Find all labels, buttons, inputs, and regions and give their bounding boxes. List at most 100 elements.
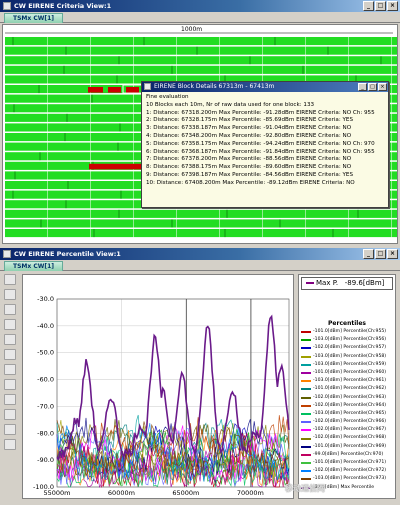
legend-item[interactable]: -103.0[dBm] Percentile(Ch:973): [301, 475, 394, 483]
maximize-button[interactable]: □: [375, 249, 386, 259]
y-tick-label: -50.0: [37, 349, 54, 357]
popup-line: 2: Distance: 67328.175m Max Percentile: …: [146, 117, 354, 124]
legend-item[interactable]: -102.0[dBm] Percentile(Ch:957): [301, 344, 394, 352]
popup-close-button[interactable]: ×: [378, 83, 387, 91]
legend-item-label: -101.0[dBm] Percentile(Ch:960): [313, 369, 387, 375]
percentile-series: [56, 415, 290, 474]
pointer-icon[interactable]: [4, 274, 16, 285]
minimize-button[interactable]: _: [363, 249, 374, 259]
hand-icon[interactable]: [4, 349, 16, 360]
legend-item[interactable]: -103.0[dBm] Percentile(Ch:958): [301, 353, 394, 361]
block-details-popup: EIRENE Block Details 67313m - 67413m _ □…: [141, 81, 389, 208]
legend-swatch: [301, 470, 311, 473]
criteria-tab-row: TSMx CW[1]: [0, 12, 400, 23]
legend-swatch: [301, 445, 311, 448]
legend-item-label: -101.0[dBm] Percentile(Ch:962): [313, 386, 387, 392]
legend-item[interactable]: -102.0[dBm] Percentile(Ch:972): [301, 467, 394, 475]
percentile-plot[interactable]: -30.0 -40.0 -50.0 -60.0 -70.0 -80.0 -90.0 -100.…: [22, 274, 294, 499]
popup-line: 4: Distance: 67348.200m Max Percentile: …: [146, 132, 352, 139]
refresh-icon[interactable]: [4, 334, 16, 345]
legend-swatch: [301, 380, 311, 383]
close-button[interactable]: ×: [387, 249, 398, 259]
legend-item[interactable]: -101.0[dBm] Percentile(Ch:969): [301, 443, 394, 451]
legend-item[interactable]: -99.0[dBm] Percentile(Ch:970): [301, 451, 394, 459]
legend-item[interactable]: -102.0[dBm] Percentile(Ch:963): [301, 394, 394, 402]
percentile-view-titlebar[interactable]: CW EIRENE Percentile View:1 _ □ ×: [0, 248, 400, 260]
grid-icon[interactable]: [4, 409, 16, 420]
legend-item-label: -102.0[dBm] Percentile(Ch:964): [313, 402, 387, 408]
legend-swatch: [301, 347, 311, 350]
criteria-row: [5, 65, 397, 74]
x-tick-label: 70000m: [237, 489, 264, 497]
popup-minimize-button[interactable]: _: [358, 83, 367, 91]
legend-item[interactable]: -102.0[dBm] Percentile(Ch:968): [301, 434, 394, 442]
legend-swatch: [301, 404, 311, 407]
print-icon[interactable]: [4, 439, 16, 450]
popup-maximize-button[interactable]: □: [368, 83, 377, 91]
legend-item[interactable]: -89.6[dBm] Max Percentile: [301, 484, 394, 492]
percentile-tab-row: TSMx CW[1]: [0, 260, 400, 271]
legend-item-label: -99.0[dBm] Percentile(Ch:970): [313, 451, 384, 457]
legend-swatch: [301, 437, 311, 440]
max-percentile-swatch: [306, 282, 314, 284]
legend-swatch: [301, 396, 311, 399]
popup-line: 10: Distance: 67408.200m Max Percentile:…: [146, 179, 355, 186]
plot-toolbar: [2, 274, 20, 502]
magnify-minus-icon[interactable]: [4, 379, 16, 390]
popup-line: 10 Blocks each 10m, Nr of raw data used …: [146, 101, 315, 108]
criteria-row: [5, 209, 397, 218]
legend-swatch: [301, 339, 311, 342]
criteria-fail-segment: [89, 163, 144, 170]
criteria-view-window: CW EIRENE Criteria View:1 _ □ × TSMx CW[…: [0, 0, 400, 246]
y-tick-label: -80.0: [37, 429, 54, 437]
legend-item-label: -89.6[dBm] Max Percentile: [313, 484, 375, 490]
legend-item[interactable]: -101.0[dBm] Percentile(Ch:960): [301, 369, 394, 377]
legend-item[interactable]: -102.0[dBm] Percentile(Ch:964): [301, 402, 394, 410]
popup-line: 7: Distance: 67378.200m Max Percentile: …: [146, 156, 352, 163]
y-tick-label: -90.0: [37, 456, 54, 464]
app-icon: [3, 2, 11, 10]
criteria-view-title: CW EIRENE Criteria View:1: [14, 2, 112, 10]
percentile-series: [56, 419, 290, 478]
popup-line: 1: Distance: 67318.200m Max Percentile: …: [146, 109, 375, 116]
legend-swatch: [301, 421, 311, 424]
legend-item-label: -102.0[dBm] Percentile(Ch:957): [313, 345, 387, 351]
legend-item[interactable]: -103.0[dBm] Percentile(Ch:961): [301, 377, 394, 385]
app-icon: [3, 250, 11, 258]
criteria-view-titlebar[interactable]: CW EIRENE Criteria View:1 _ □ ×: [0, 0, 400, 12]
legend-item-label: -101.0[dBm] Percentile(Ch:971): [313, 460, 387, 465]
popup-line: 8: Distance: 67388.175m Max Percentile: …: [146, 164, 352, 171]
measure-icon[interactable]: [4, 289, 16, 300]
minimize-button[interactable]: _: [363, 1, 374, 11]
popup-titlebar[interactable]: EIRENE Block Details 67313m - 67413m _ □…: [142, 82, 388, 92]
popup-line: Fine evaluation: [146, 94, 189, 100]
export-icon[interactable]: [4, 424, 16, 435]
legend-item[interactable]: -103.0[dBm] Percentile(Ch:956): [301, 336, 394, 344]
percentile-legend: Max P. -89.6[dBm] Percentiles -101.0[dBm…: [298, 274, 396, 499]
legend-item[interactable]: -101.0[dBm] Percentile(Ch:962): [301, 385, 394, 393]
legend-item[interactable]: -101.0[dBm] Percentile(Ch:955): [301, 328, 394, 336]
zoom-out-icon[interactable]: [4, 319, 16, 330]
popup-app-icon: [144, 83, 151, 90]
close-button[interactable]: ×: [387, 1, 398, 11]
tab-tsmx-cw[interactable]: TSMx CW[1]: [4, 261, 64, 271]
legend-item[interactable]: -102.0[dBm] Percentile(Ch:966): [301, 418, 394, 426]
popup-title: EIRENE Block Details 67313m - 67413m: [154, 83, 275, 90]
legend-item-label: -102.0[dBm] Percentile(Ch:963): [313, 394, 387, 400]
legend-swatch: [301, 363, 311, 366]
tab-tsmx-cw[interactable]: TSMx CW[1]: [4, 13, 64, 23]
fit-icon[interactable]: [4, 394, 16, 405]
magnify-plus-icon[interactable]: [4, 364, 16, 375]
legend-item-label: -103.0[dBm] Percentile(Ch:958): [313, 353, 387, 359]
legend-item[interactable]: -103.0[dBm] Percentile(Ch:959): [301, 361, 394, 369]
legend-item[interactable]: -103.0[dBm] Percentile(Ch:965): [301, 410, 394, 418]
percentile-view-title: CW EIRENE Percentile View:1: [14, 250, 121, 258]
maximize-button[interactable]: □: [375, 1, 386, 11]
legend-item[interactable]: -102.0[dBm] Percentile(Ch:967): [301, 426, 394, 434]
legend-item[interactable]: -101.0[dBm] Percentile(Ch:971): [301, 459, 394, 467]
y-tick-label: -100.0: [33, 483, 54, 491]
criteria-row: [5, 229, 397, 238]
zoom-in-icon[interactable]: [4, 304, 16, 315]
percentile-series: [56, 423, 290, 482]
x-tick-label: 60000m: [108, 489, 135, 497]
